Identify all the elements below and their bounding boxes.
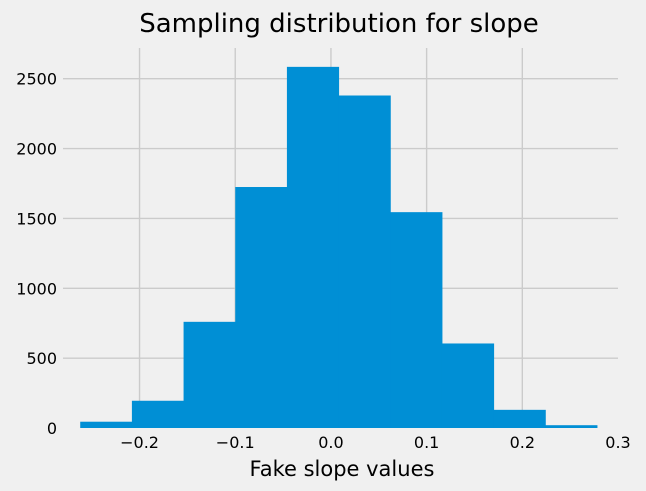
y-tick-label: 1000 xyxy=(16,279,57,298)
x-tick-label: −0.1 xyxy=(216,433,255,452)
histogram-bar xyxy=(183,321,236,428)
x-axis-ticks: −0.2 −0.1 0.0 0.1 0.2 0.3 xyxy=(120,433,631,452)
histogram-bar xyxy=(80,421,133,428)
y-tick-label: 0 xyxy=(47,419,57,438)
x-tick-label: 0.2 xyxy=(510,433,535,452)
y-tick-label: 2500 xyxy=(16,70,57,89)
histogram-bar xyxy=(493,409,546,428)
x-tick-label: −0.2 xyxy=(120,433,159,452)
histogram-bars xyxy=(80,66,598,428)
histogram-bar xyxy=(441,343,495,428)
histogram-bar xyxy=(545,425,598,428)
x-tick-label: 0.3 xyxy=(605,433,630,452)
histogram-bar xyxy=(338,95,391,428)
chart-title: Sampling distribution for slope xyxy=(139,9,539,39)
x-axis-label: Fake slope values xyxy=(250,457,435,481)
x-tick-label: 0.1 xyxy=(414,433,439,452)
y-tick-label: 500 xyxy=(26,349,57,368)
y-axis-ticks: 0 500 1000 1500 2000 2500 xyxy=(16,70,57,438)
y-tick-label: 2000 xyxy=(16,140,57,159)
histogram-bar xyxy=(235,187,288,428)
histogram-bar xyxy=(390,212,443,428)
y-tick-label: 1500 xyxy=(16,209,57,228)
x-tick-label: 0.0 xyxy=(318,433,343,452)
histogram-bar xyxy=(286,66,340,428)
histogram-bar xyxy=(131,400,185,428)
